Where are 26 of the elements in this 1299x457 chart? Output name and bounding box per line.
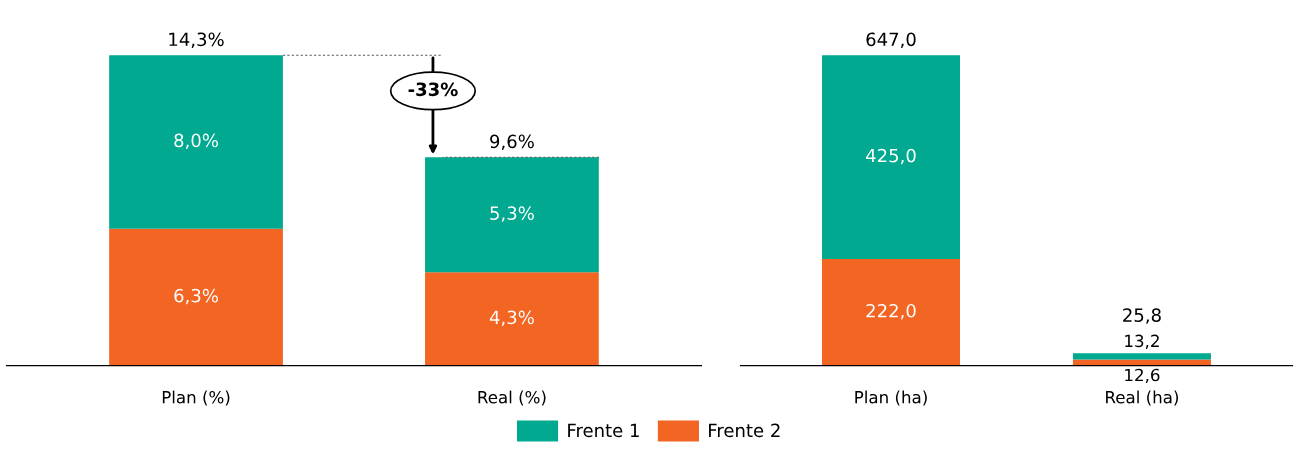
data-label: 12,6 bbox=[1125, 368, 1160, 383]
x-tick-label: Plan (ha) bbox=[855, 390, 927, 406]
data-label: 8,0% bbox=[174, 133, 218, 150]
data-label: 5,3% bbox=[490, 206, 534, 222]
x-tick-label: Plan (%) bbox=[162, 390, 230, 406]
bar bbox=[109, 55, 283, 229]
bar bbox=[1072, 353, 1211, 360]
x-tick-label: Real (%) bbox=[478, 390, 546, 406]
x-tick-label: Real (ha) bbox=[1106, 390, 1179, 406]
total-label: 9,6% bbox=[490, 134, 534, 150]
total-label: 25,8 bbox=[1123, 308, 1161, 324]
bar bbox=[109, 228, 283, 366]
data-label: 222,0 bbox=[866, 303, 916, 320]
data-label: 425,0 bbox=[866, 148, 916, 165]
data-label: 6,3% bbox=[174, 288, 218, 305]
total-label: 647,0 bbox=[866, 32, 916, 48]
legend-label: Frente 2 bbox=[709, 423, 780, 438]
bar bbox=[425, 272, 599, 366]
legend-label: Frente 1 bbox=[568, 423, 639, 438]
bar bbox=[425, 157, 599, 273]
total-label: 14,3% bbox=[169, 32, 224, 48]
data-label: 4,3% bbox=[489, 310, 534, 327]
bar bbox=[821, 259, 961, 366]
annotation: -33% bbox=[408, 82, 458, 97]
bar bbox=[821, 55, 961, 260]
data-label: 13,2 bbox=[1125, 334, 1159, 349]
